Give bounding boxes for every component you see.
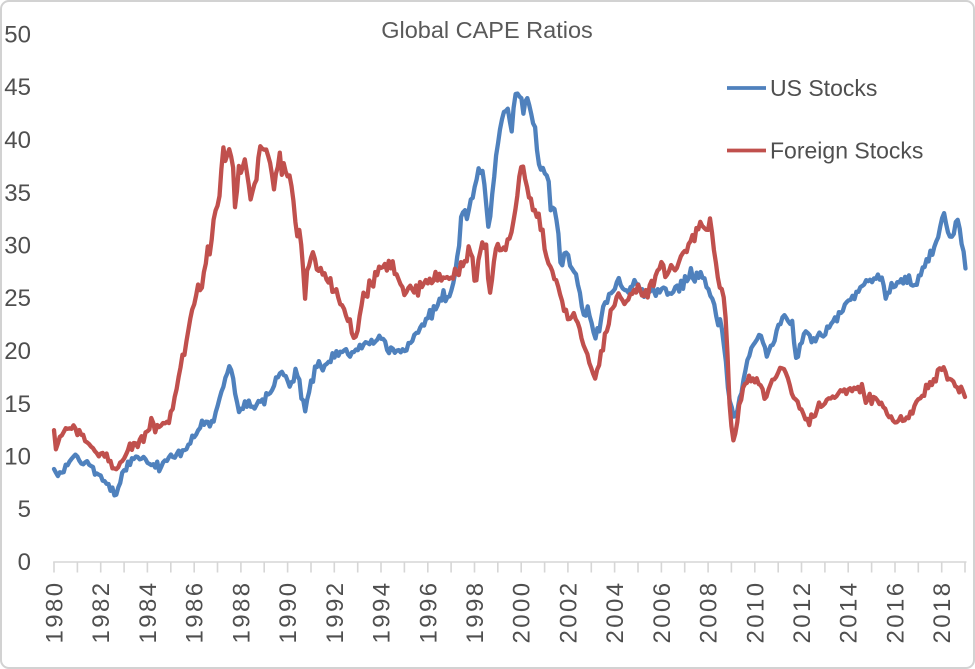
svg-text:2018: 2018 xyxy=(929,581,956,644)
svg-text:1988: 1988 xyxy=(228,581,255,644)
svg-text:2010: 2010 xyxy=(742,581,769,644)
svg-text:45: 45 xyxy=(4,74,31,101)
svg-text:Foreign Stocks: Foreign Stocks xyxy=(770,138,923,164)
svg-text:1992: 1992 xyxy=(322,581,349,644)
svg-text:2008: 2008 xyxy=(696,581,723,644)
svg-text:1996: 1996 xyxy=(415,581,442,644)
svg-text:5: 5 xyxy=(18,496,31,523)
svg-text:2004: 2004 xyxy=(602,581,629,644)
svg-text:1990: 1990 xyxy=(275,581,302,644)
svg-text:0: 0 xyxy=(18,549,31,576)
svg-text:1994: 1994 xyxy=(369,581,396,644)
svg-text:1986: 1986 xyxy=(182,581,209,644)
svg-text:10: 10 xyxy=(4,444,31,471)
svg-text:US Stocks: US Stocks xyxy=(770,75,877,101)
svg-text:25: 25 xyxy=(4,285,31,312)
svg-text:40: 40 xyxy=(4,127,31,154)
svg-text:1982: 1982 xyxy=(88,581,115,644)
svg-text:1984: 1984 xyxy=(135,581,162,644)
svg-text:1998: 1998 xyxy=(462,581,489,644)
svg-text:30: 30 xyxy=(4,233,31,260)
svg-text:15: 15 xyxy=(4,391,31,418)
svg-text:1980: 1980 xyxy=(42,581,69,644)
svg-text:50: 50 xyxy=(4,22,31,49)
svg-text:35: 35 xyxy=(4,180,31,207)
svg-text:20: 20 xyxy=(4,338,31,365)
svg-text:2014: 2014 xyxy=(836,581,863,644)
svg-text:Global CAPE Ratios: Global CAPE Ratios xyxy=(381,17,593,43)
svg-text:2012: 2012 xyxy=(789,581,816,644)
svg-text:2002: 2002 xyxy=(555,581,582,644)
svg-text:2006: 2006 xyxy=(649,581,676,644)
svg-text:2000: 2000 xyxy=(509,581,536,644)
svg-text:2016: 2016 xyxy=(883,581,910,644)
